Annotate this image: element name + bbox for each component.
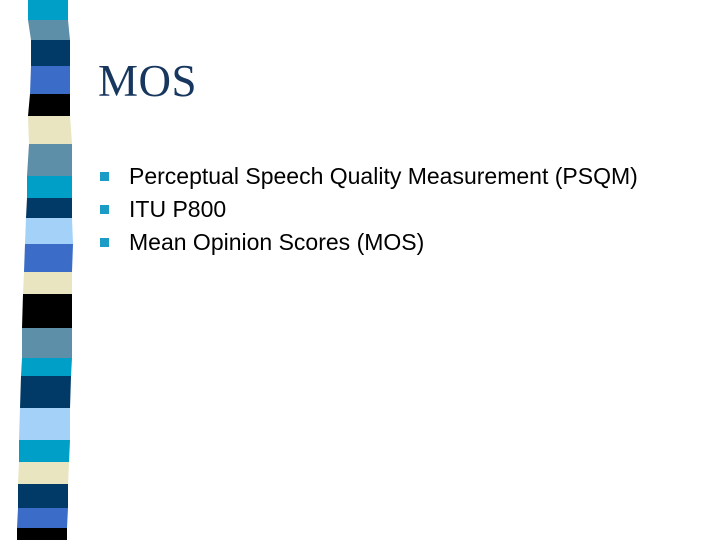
stripe-band [21,358,72,376]
stripe-band [24,244,73,272]
stripe-band [22,294,72,328]
stripe-band [18,462,69,484]
list-item: Perceptual Speech Quality Measurement (P… [100,160,690,192]
stripe-band [25,218,73,244]
stripe-band [28,0,68,20]
stripe-band [31,40,70,66]
stripe-band [17,508,68,528]
stripe-band [27,176,72,198]
stripe-band [27,144,72,176]
square-bullet-icon [100,205,109,214]
bullet-list: Perceptual Speech Quality Measurement (P… [100,160,690,259]
stripe-band [23,272,72,294]
stripe-band [19,440,70,462]
color-stripe-graphic [17,0,73,540]
stripe-band [20,376,71,408]
stripe-band [28,116,72,144]
stripe-band [19,408,70,440]
stripe-band [28,94,70,116]
list-item: Mean Opinion Scores (MOS) [100,226,690,258]
stripe-band [18,484,68,508]
stripe-band [26,198,72,218]
stripe-band [22,328,72,358]
stripe-band [28,20,70,40]
list-item: ITU P800 [100,193,690,225]
list-item-label: ITU P800 [129,196,227,222]
square-bullet-icon [100,172,109,181]
stripe-band [17,528,67,540]
list-item-label: Mean Opinion Scores (MOS) [129,229,425,255]
list-item-label: Perceptual Speech Quality Measurement (P… [129,163,638,189]
square-bullet-icon [100,238,109,247]
page-title: MOS [98,56,198,106]
left-color-stripe [0,0,90,540]
stripe-band [30,66,70,94]
